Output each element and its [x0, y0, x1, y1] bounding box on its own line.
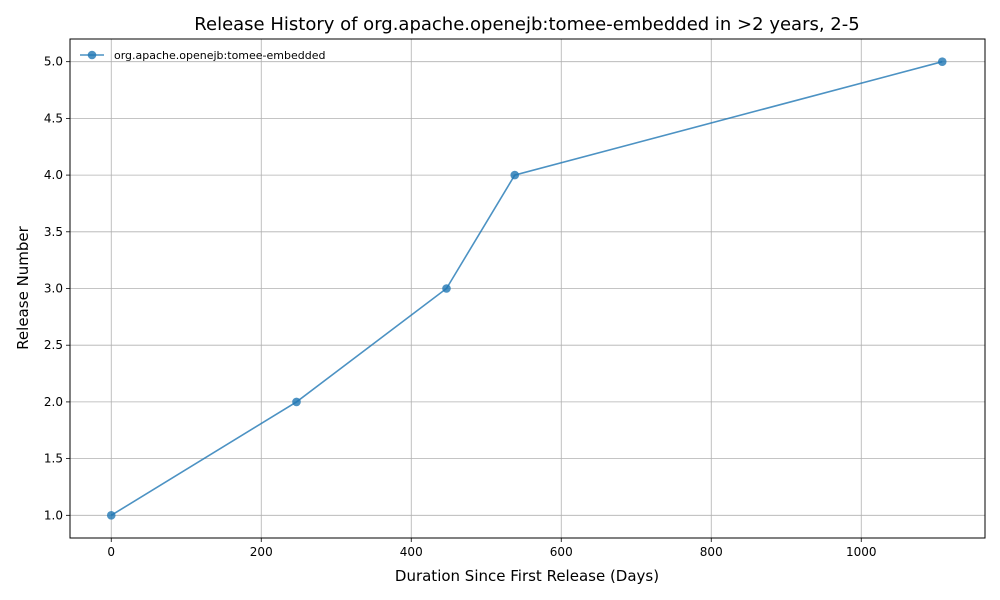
y-tick-label: 4.5 [44, 111, 63, 125]
legend-label: org.apache.openejb:tomee-embedded [114, 49, 325, 62]
x-tick-label: 1000 [846, 545, 877, 559]
data-point [106, 511, 116, 520]
x-tick-label: 800 [700, 545, 723, 559]
legend: org.apache.openejb:tomee-embedded [80, 49, 325, 62]
y-tick-label: 2.5 [44, 338, 63, 352]
x-tick-label: 600 [550, 545, 573, 559]
series-layer [106, 57, 947, 520]
legend-marker [87, 50, 97, 60]
y-tick-label: 3.0 [44, 282, 63, 296]
x-tick-label: 200 [250, 545, 273, 559]
data-point [292, 397, 301, 407]
axis-ticks: 0 200 400 600 800 1000 1.0 1.5 2.0 2.5 3.0 3.5 4.0 4.… [44, 55, 877, 559]
data-point [510, 170, 520, 180]
grid-lines [70, 39, 985, 538]
x-tick-label: 0 [107, 545, 115, 559]
y-axis-title: Release Number [14, 225, 32, 349]
y-tick-label: 4.0 [44, 168, 63, 182]
chart-title: Release History of org.apache.openejb:to… [194, 14, 859, 35]
x-tick-label: 400 [400, 545, 423, 559]
y-tick-label: 3.5 [44, 225, 63, 239]
y-tick-label: 1.0 [44, 508, 63, 522]
data-point [442, 284, 451, 293]
y-tick-label: 1.5 [44, 452, 63, 466]
y-tick-label: 5.0 [44, 55, 63, 69]
x-axis-title: Duration Since First Release (Days) [395, 567, 659, 585]
data-point [937, 57, 947, 66]
y-tick-label: 2.0 [44, 395, 63, 409]
